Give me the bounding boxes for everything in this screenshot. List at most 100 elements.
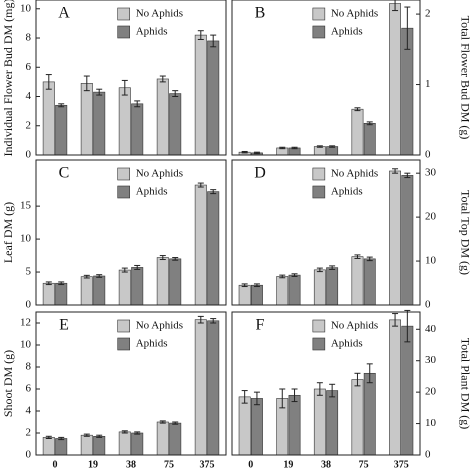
legend-swatch bbox=[312, 25, 326, 39]
error-bar bbox=[404, 172, 411, 179]
plot-frame bbox=[231, 311, 421, 456]
bar bbox=[401, 175, 414, 306]
x-tick-label: 375 bbox=[394, 459, 409, 470]
error-bar bbox=[279, 146, 286, 150]
legend-label: Aphids bbox=[331, 26, 363, 38]
y-tick-label: 0 bbox=[425, 449, 431, 461]
error-bar bbox=[291, 388, 298, 403]
error-bar bbox=[241, 390, 248, 404]
y-tick-label: 12 bbox=[20, 317, 31, 329]
bar bbox=[80, 434, 93, 456]
error-bar bbox=[241, 150, 248, 154]
bar bbox=[363, 122, 376, 156]
error-bar bbox=[45, 435, 52, 439]
bar bbox=[118, 431, 131, 456]
x-tick-label: 375 bbox=[200, 459, 215, 470]
bar bbox=[42, 81, 55, 156]
x-tick-label: 75 bbox=[359, 459, 369, 470]
x-tick-label: 38 bbox=[126, 459, 136, 470]
legend-swatch bbox=[117, 185, 130, 199]
legend-label: No Aphids bbox=[136, 168, 183, 180]
bar bbox=[131, 432, 144, 456]
y-axis-label: Total Plant DM (g) bbox=[458, 338, 472, 429]
error-bar bbox=[404, 309, 411, 343]
legend-label: No Aphids bbox=[136, 8, 183, 20]
bar bbox=[42, 282, 55, 306]
y-tick-label: 4 bbox=[26, 405, 32, 417]
bar bbox=[288, 274, 301, 306]
y-tick-label: 0 bbox=[26, 149, 32, 161]
error-bar bbox=[134, 264, 141, 270]
error-bar bbox=[197, 315, 204, 324]
legend-label: No Aphids bbox=[331, 8, 378, 20]
error-bar bbox=[329, 145, 336, 148]
error-bar bbox=[159, 75, 166, 83]
legend-swatch bbox=[117, 7, 130, 21]
error-bar bbox=[172, 257, 179, 261]
y-tick-label: 2 bbox=[26, 427, 32, 439]
error-bar bbox=[210, 189, 217, 195]
panel-label: F bbox=[256, 317, 265, 334]
legend-swatch bbox=[117, 337, 130, 351]
y-axis-label: Total Flower Bud DM (g) bbox=[458, 16, 472, 140]
bar bbox=[389, 3, 402, 156]
y-tick-label: 30 bbox=[425, 354, 437, 366]
error-bar bbox=[210, 318, 217, 324]
bar bbox=[131, 103, 144, 156]
bar bbox=[326, 267, 339, 306]
x-tick-label: 38 bbox=[321, 459, 331, 470]
error-bar bbox=[329, 383, 336, 398]
y-tick-label: 2 bbox=[425, 8, 431, 20]
bar bbox=[156, 78, 169, 156]
bar bbox=[118, 269, 131, 306]
panel-label: B bbox=[255, 5, 266, 22]
plot-frame bbox=[231, 0, 421, 156]
bar bbox=[351, 379, 364, 456]
error-bar bbox=[354, 107, 361, 112]
panel: 0 2 4 6 8 10 Individual Flower Bud DM (mg) A No … bbox=[1, 0, 227, 161]
y-axis-label: Leaf DM (g) bbox=[1, 202, 15, 263]
bar bbox=[276, 276, 289, 306]
y-tick-label: 30 bbox=[425, 167, 437, 179]
error-bar bbox=[354, 254, 361, 259]
error-bar bbox=[404, 6, 411, 50]
plot-frame bbox=[35, 0, 227, 156]
bar bbox=[313, 269, 326, 306]
error-bar bbox=[45, 74, 52, 90]
bar bbox=[118, 87, 131, 156]
bar bbox=[55, 104, 68, 156]
error-bar bbox=[96, 88, 103, 96]
y-tick-label: 8 bbox=[26, 361, 32, 373]
error-bar bbox=[159, 255, 166, 261]
bar bbox=[169, 258, 182, 306]
bar bbox=[80, 83, 93, 156]
bar bbox=[42, 437, 55, 456]
legend-label: No Aphids bbox=[331, 320, 378, 332]
bar bbox=[326, 390, 339, 456]
legend-swatch bbox=[117, 25, 130, 39]
error-bar bbox=[172, 421, 179, 425]
error-bar bbox=[241, 283, 248, 288]
error-bar bbox=[96, 434, 103, 438]
bar bbox=[194, 319, 207, 456]
y-axis-label: Total Top DM (g) bbox=[458, 190, 472, 275]
error-bar bbox=[316, 145, 323, 148]
error-bar bbox=[96, 274, 103, 278]
error-bar bbox=[316, 382, 323, 396]
plot-frame bbox=[35, 159, 227, 306]
error-bar bbox=[134, 431, 141, 435]
panel-label: A bbox=[58, 5, 70, 22]
error-bar bbox=[172, 90, 179, 98]
x-tick-label: 19 bbox=[283, 459, 293, 470]
plot-frame bbox=[231, 159, 421, 306]
error-bar bbox=[366, 121, 373, 126]
error-bar bbox=[197, 182, 204, 188]
bar bbox=[351, 256, 364, 306]
error-bar bbox=[121, 430, 128, 434]
bar bbox=[207, 320, 220, 456]
y-tick-label: 8 bbox=[26, 32, 32, 44]
y-tick-label: 10 bbox=[20, 2, 32, 14]
y-tick-label: 0 bbox=[425, 149, 431, 161]
error-bar bbox=[58, 103, 65, 108]
error-bar bbox=[121, 79, 128, 96]
